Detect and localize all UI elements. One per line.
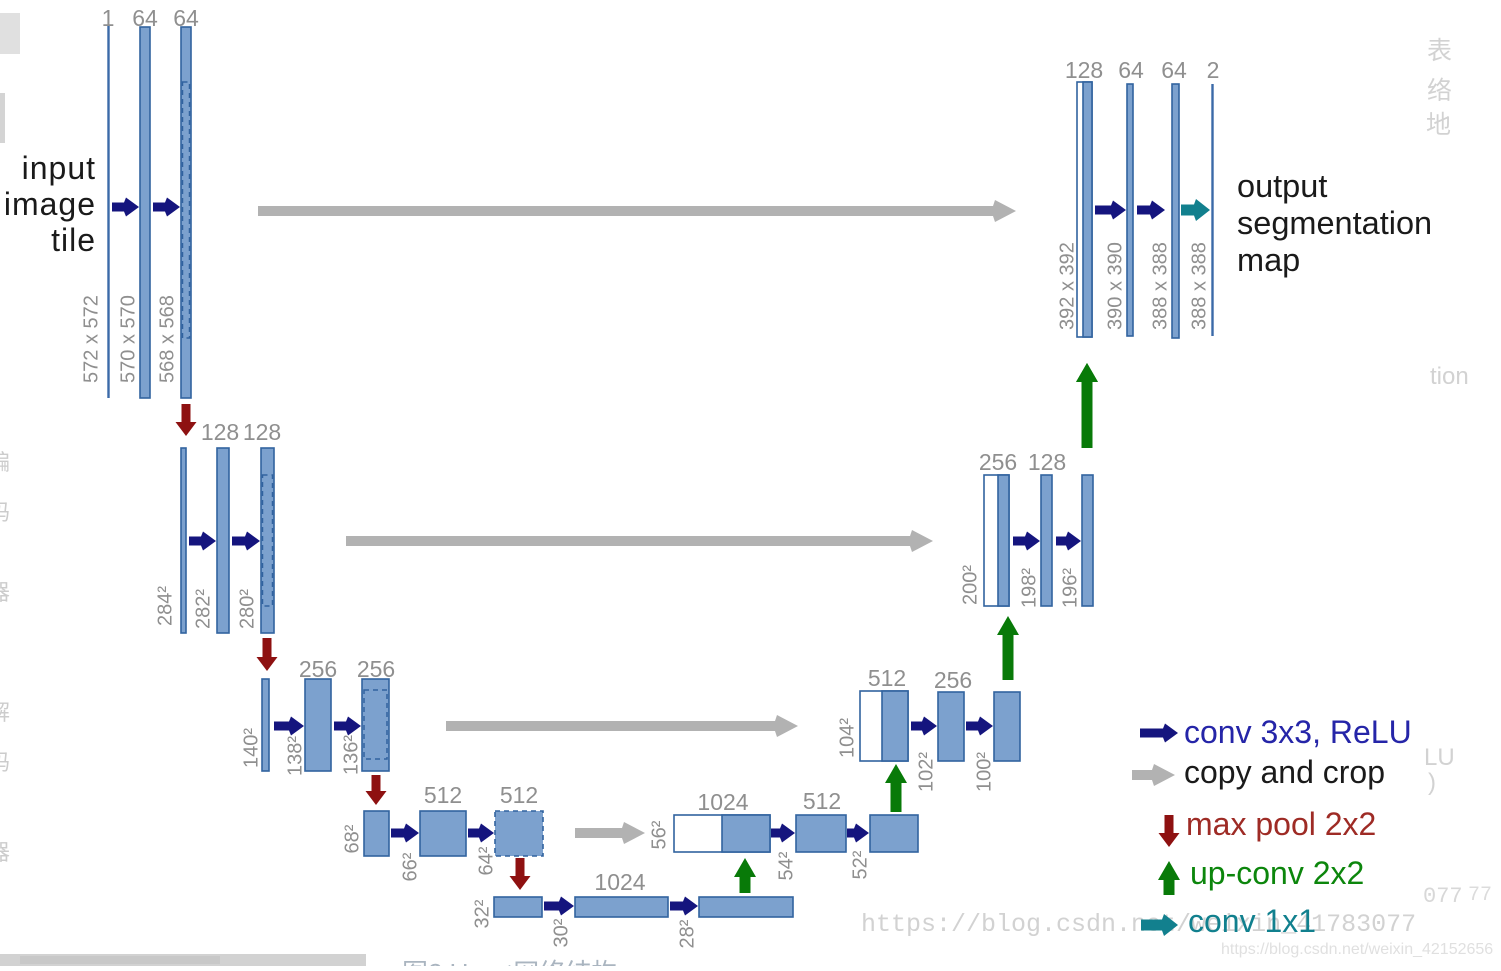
svg-text:图2 U-net网络结构: 图2 U-net网络结构 [402, 958, 617, 966]
svg-text:256: 256 [934, 667, 972, 693]
svg-text:568 x 568: 568 x 568 [156, 295, 178, 383]
svg-text:128: 128 [243, 419, 281, 445]
svg-text:64: 64 [173, 5, 199, 31]
svg-text:128: 128 [201, 419, 239, 445]
svg-text:tile: tile [51, 222, 96, 258]
svg-text:28²: 28² [676, 919, 698, 948]
svg-text:up-conv 2x2: up-conv 2x2 [1190, 855, 1364, 891]
svg-text:conv 3x3, ReLU: conv 3x3, ReLU [1184, 714, 1412, 750]
svg-text:390 x 390: 390 x 390 [1104, 242, 1126, 330]
svg-text:66²: 66² [399, 852, 421, 881]
svg-text:conv 1x1: conv 1x1 [1188, 903, 1316, 939]
svg-text:388 x 388: 388 x 388 [1188, 242, 1210, 330]
svg-text:100²: 100² [973, 752, 995, 792]
svg-text:tion: tion [1430, 363, 1469, 390]
svg-text:54²: 54² [775, 851, 797, 880]
svg-text:68²: 68² [341, 824, 363, 853]
svg-text:map: map [1237, 242, 1300, 278]
svg-text:200²: 200² [959, 565, 981, 605]
svg-text:编: 编 [0, 450, 10, 475]
svg-text:64²: 64² [475, 846, 497, 875]
svg-text:https://blog.csdn.net/weixin_4: https://blog.csdn.net/weixin_41783077 [861, 910, 1416, 939]
svg-text:码: 码 [0, 500, 10, 525]
svg-text:解: 解 [0, 700, 10, 725]
svg-text:LU: LU [1424, 744, 1455, 771]
svg-text:138²: 138² [284, 736, 306, 776]
svg-text:572 x 572: 572 x 572 [80, 295, 102, 383]
svg-text:max pool 2x2: max pool 2x2 [1186, 806, 1376, 842]
svg-text:512: 512 [500, 782, 538, 808]
svg-text:1024: 1024 [697, 789, 748, 815]
svg-text:256: 256 [357, 656, 395, 682]
svg-text:392 x 392: 392 x 392 [1056, 242, 1078, 330]
svg-text:282²: 282² [192, 589, 214, 629]
svg-text:512: 512 [868, 665, 906, 691]
svg-text:077: 077 [1423, 884, 1463, 909]
svg-text:https://blog.csdn.net/weixin_4: https://blog.csdn.net/weixin_42152656 [1221, 941, 1493, 958]
svg-text:512: 512 [424, 782, 462, 808]
svg-text:码: 码 [0, 750, 10, 775]
svg-text:256: 256 [979, 449, 1017, 475]
svg-text:136²: 136² [340, 735, 362, 775]
svg-text:102²: 102² [915, 752, 937, 792]
svg-text:128: 128 [1065, 57, 1103, 83]
svg-text:地: 地 [1426, 111, 1451, 139]
svg-text:器: 器 [0, 840, 10, 865]
svg-text:512: 512 [803, 788, 841, 814]
svg-text:表: 表 [1427, 37, 1452, 65]
svg-text:196²: 196² [1059, 568, 1081, 608]
svg-text:570 x 570: 570 x 570 [117, 295, 139, 383]
svg-text:56²: 56² [648, 820, 670, 849]
svg-text:32²: 32² [471, 899, 493, 928]
svg-text:256: 256 [299, 656, 337, 682]
svg-text:104²: 104² [836, 718, 858, 758]
svg-text:output: output [1237, 168, 1327, 204]
svg-text:52²: 52² [849, 850, 871, 879]
svg-text:30²: 30² [550, 918, 572, 947]
svg-text:198²: 198² [1018, 568, 1040, 608]
svg-text:segmentation: segmentation [1237, 205, 1432, 241]
svg-text:284²: 284² [154, 586, 176, 626]
svg-text:image: image [4, 186, 96, 222]
svg-text:): ) [1428, 769, 1436, 796]
svg-text:1024: 1024 [594, 869, 645, 895]
svg-text:input: input [22, 150, 96, 186]
svg-text:络: 络 [1427, 77, 1452, 105]
svg-text:140²: 140² [240, 728, 262, 768]
svg-text:64: 64 [132, 5, 158, 31]
svg-text:器: 器 [0, 580, 10, 605]
svg-text:copy and crop: copy and crop [1184, 754, 1385, 790]
svg-text:128: 128 [1028, 449, 1066, 475]
svg-text:388 x 388: 388 x 388 [1149, 242, 1171, 330]
svg-text:280²: 280² [236, 589, 258, 629]
svg-text:64: 64 [1161, 57, 1187, 83]
svg-text:64: 64 [1118, 57, 1144, 83]
svg-text:2: 2 [1207, 57, 1220, 83]
svg-text:1: 1 [102, 5, 115, 31]
svg-text:77: 77 [1468, 884, 1492, 907]
